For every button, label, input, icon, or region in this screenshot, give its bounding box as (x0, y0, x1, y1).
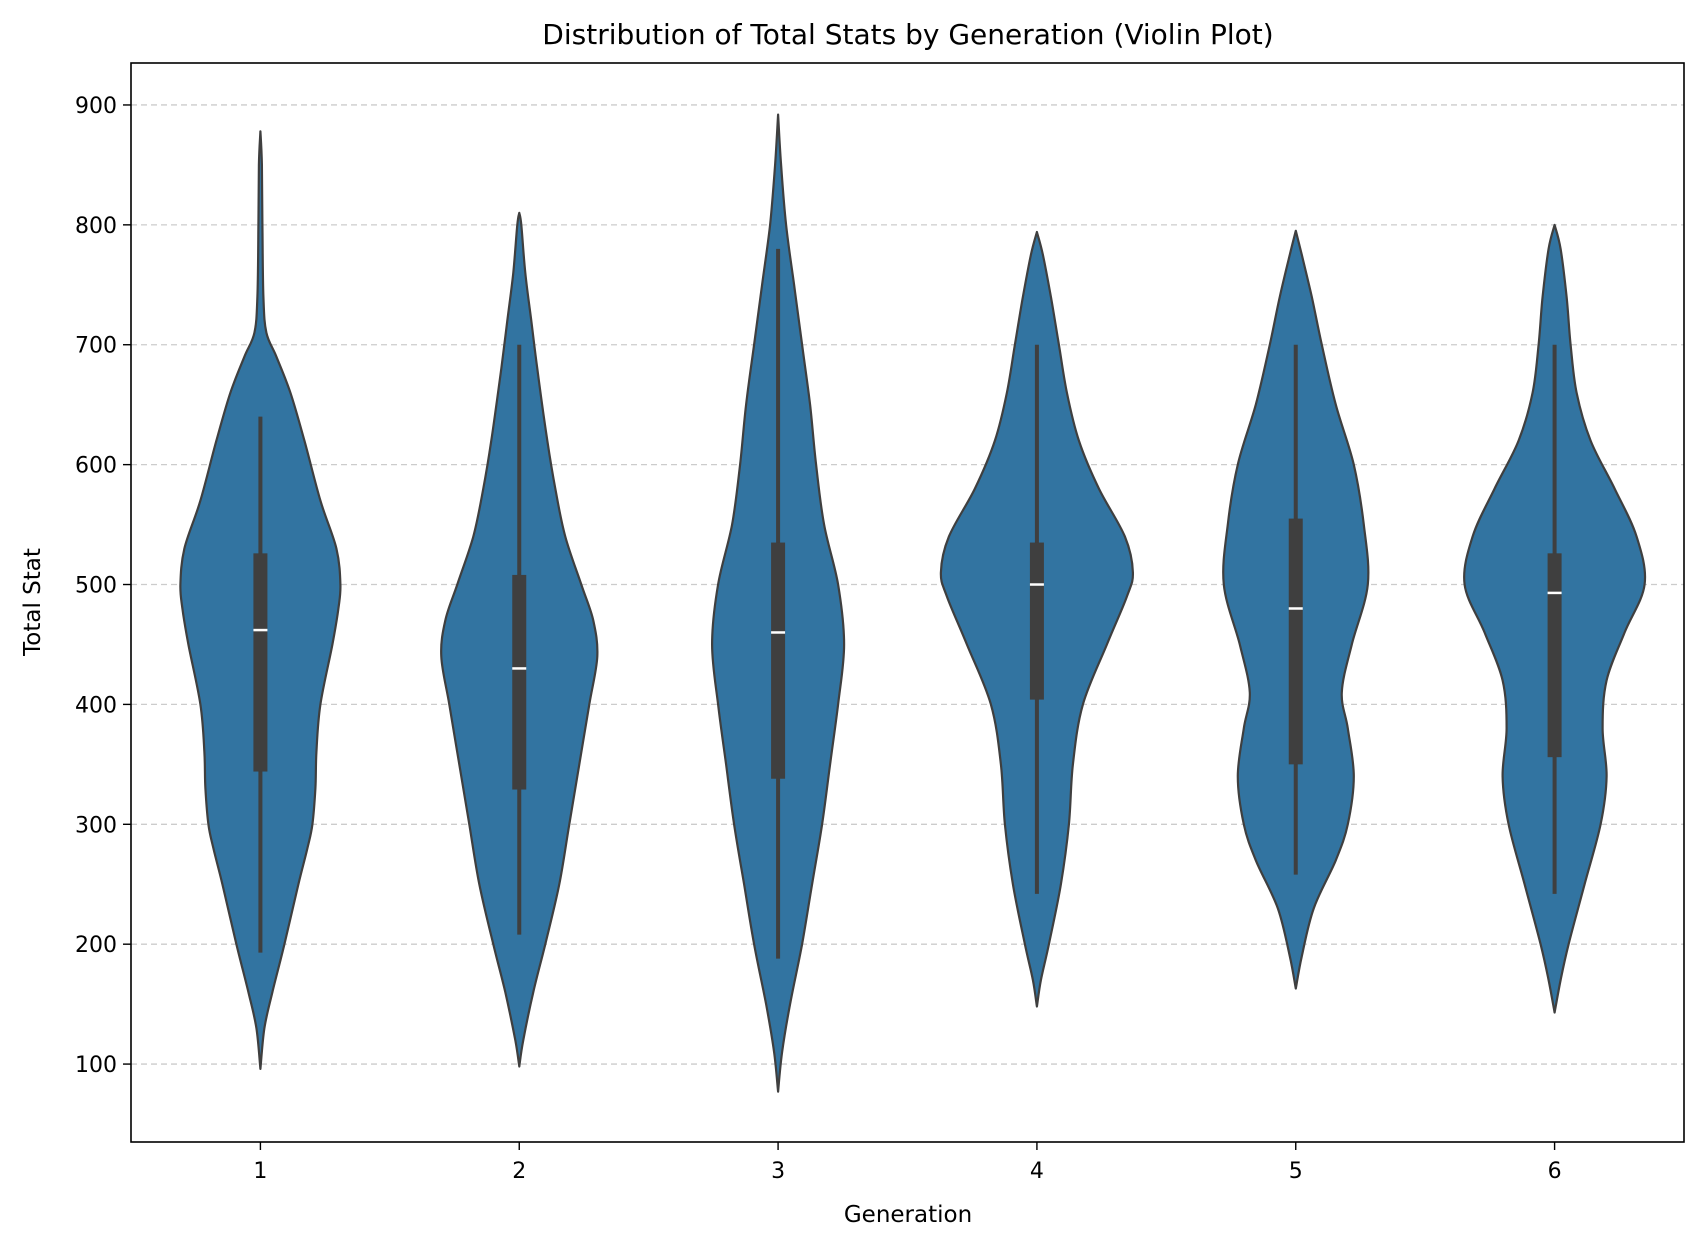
y-axis-label: Total Stat (20, 548, 46, 657)
x-axis-label: Generation (844, 1202, 972, 1228)
boxplots (253, 248, 1562, 959)
y-tick-label: 100 (75, 1053, 117, 1078)
x-tick-label: 6 (1548, 1159, 1562, 1184)
iqr-box-gen-5 (1288, 518, 1303, 765)
y-tick-label: 200 (75, 933, 117, 958)
plot-frame (130, 62, 1685, 1143)
y-axis-ticks: 100 200 300 400 500 600 700 800 900 (75, 94, 131, 1078)
y-tick-label: 300 (75, 813, 117, 838)
y-tick-label: 900 (75, 94, 117, 119)
y-gridlines (131, 104, 1684, 1065)
x-tick-label: 3 (771, 1159, 785, 1184)
iqr-box-gen-2 (512, 574, 527, 790)
y-tick-label: 500 (75, 574, 117, 599)
chart-title: Distribution of Total Stats by Generatio… (542, 18, 1273, 51)
x-axis-ticks: 1 2 3 4 5 6 (253, 1142, 1562, 1184)
iqr-box-gen-3 (771, 542, 786, 779)
x-tick-label: 4 (1030, 1159, 1044, 1184)
y-tick-label: 700 (75, 334, 117, 359)
iqr-box-gen-6 (1547, 553, 1562, 758)
iqr-box-gen-1 (253, 553, 268, 772)
x-tick-label: 1 (253, 1159, 267, 1184)
x-tick-label: 2 (512, 1159, 526, 1184)
y-tick-label: 600 (75, 454, 117, 479)
y-tick-label: 400 (75, 693, 117, 718)
iqr-box-gen-4 (1029, 542, 1044, 700)
x-tick-label: 5 (1289, 1159, 1303, 1184)
y-tick-label: 800 (75, 214, 117, 239)
